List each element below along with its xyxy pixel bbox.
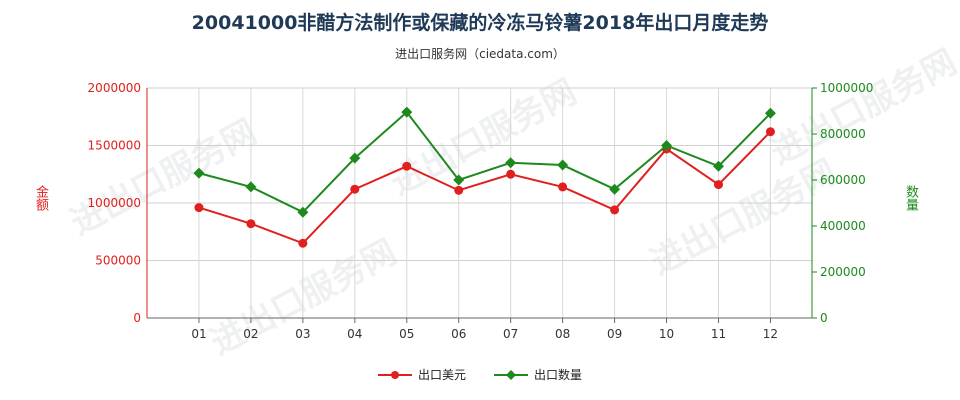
data-point [505, 157, 517, 169]
data-point [194, 203, 204, 213]
x-tick-label: 03 [295, 327, 310, 341]
y-left-tick-label: 1500000 [88, 139, 141, 153]
chart-title: 20041000非醋方法制作或保藏的冷冻马铃薯2018年出口月度走势 [191, 12, 769, 34]
data-point [610, 205, 620, 215]
legend-item-usd[interactable]: 出口美元 [377, 366, 466, 383]
y-left-tick-label: 500000 [95, 254, 141, 268]
x-tick-label: 01 [191, 327, 206, 341]
y-right-tick-label: 1000000 [820, 81, 873, 95]
y-axis-left-label: 金额 [33, 185, 48, 211]
legend: 出口美元 出口数量 [0, 366, 960, 383]
legend-line-circle-icon [377, 369, 412, 381]
data-point [297, 206, 309, 218]
data-point [558, 182, 568, 192]
series-line-0 [198, 130, 772, 245]
legend-label-qty: 出口数量 [534, 368, 583, 382]
y-left-tick-label: 0 [133, 311, 141, 325]
legend-line-diamond-icon [494, 369, 528, 381]
y-right-tick-label: 0 [820, 311, 828, 325]
data-point [245, 181, 257, 193]
x-tick-label: 02 [243, 327, 258, 341]
data-point [350, 184, 360, 194]
x-tick-label: 06 [451, 327, 466, 341]
y-right-tick-label: 400000 [820, 219, 866, 233]
y-right-tick-label: 800000 [820, 127, 866, 141]
x-tick-label: 07 [503, 327, 518, 341]
y-axis-right-label: 数量 [903, 185, 918, 211]
data-point [506, 169, 516, 179]
series-line-1 [198, 110, 772, 214]
data-point [453, 174, 465, 186]
legend-label-usd: 出口美元 [417, 368, 466, 382]
y-left-tick-label: 1000000 [88, 196, 141, 210]
x-tick-label: 09 [607, 327, 622, 341]
data-point [349, 152, 361, 164]
data-point [713, 180, 723, 190]
data-point [557, 159, 569, 171]
chart-subtitle: 进出口服务网（ciedata.com） [395, 47, 565, 61]
y-right-tick-label: 600000 [820, 173, 866, 187]
x-tick-label: 08 [555, 327, 570, 341]
data-point [661, 140, 673, 151]
data-point [402, 161, 412, 171]
x-tick-label: 04 [347, 327, 362, 341]
legend-item-qty[interactable]: 出口数量 [494, 366, 582, 383]
y-left-tick-label: 2000000 [88, 81, 141, 95]
data-point [609, 183, 621, 195]
x-tick-label: 11 [711, 327, 726, 341]
x-tick-label: 05 [399, 327, 414, 341]
data-point [454, 185, 464, 195]
x-tick-label: 12 [763, 327, 778, 341]
data-point [401, 106, 413, 118]
x-tick-label: 10 [659, 327, 674, 341]
y-right-tick-label: 200000 [820, 265, 866, 279]
data-point [298, 238, 308, 248]
data-point [712, 160, 724, 172]
data-point [193, 167, 205, 179]
data-point [246, 219, 256, 229]
data-point [765, 127, 775, 137]
data-point [764, 107, 776, 119]
